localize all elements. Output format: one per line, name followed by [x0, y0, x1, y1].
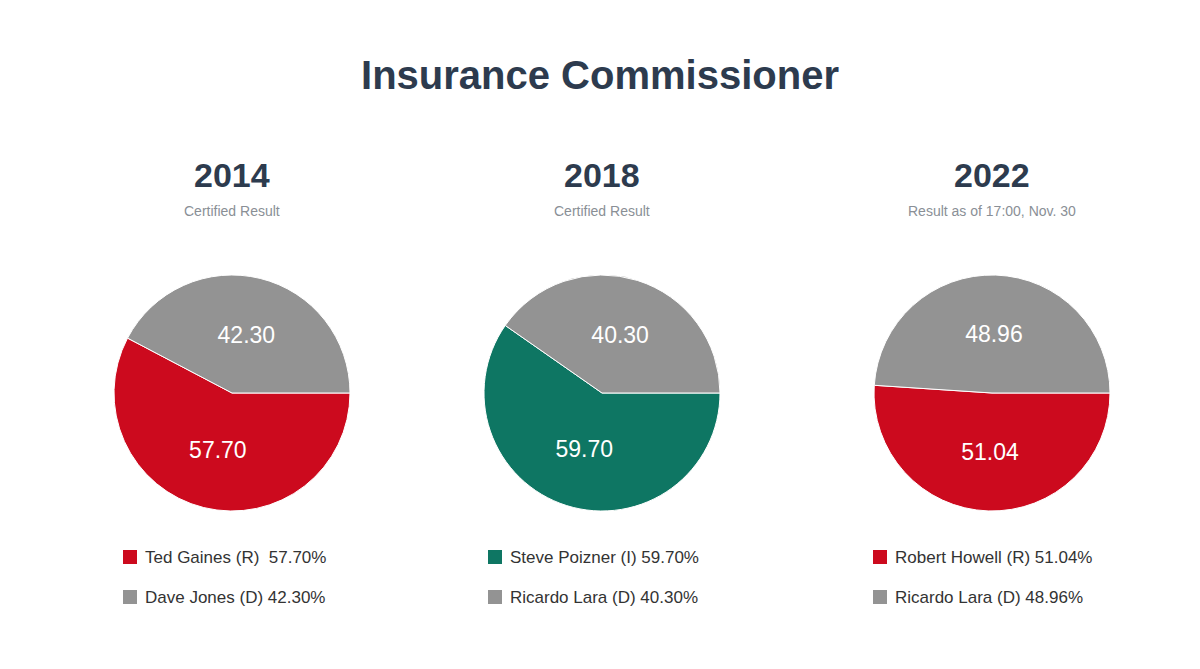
svg-text:Dave Jones (D) 42.30%: Dave Jones (D) 42.30% [145, 588, 325, 607]
svg-text:Certified Result: Certified Result [554, 203, 650, 219]
svg-text:Certified Result: Certified Result [184, 203, 280, 219]
svg-text:57.70: 57.70 [189, 437, 247, 463]
svg-text:Insurance Commissioner: Insurance Commissioner [361, 53, 839, 97]
svg-text:51.04: 51.04 [961, 439, 1019, 465]
svg-text:2022: 2022 [954, 156, 1030, 194]
svg-text:2018: 2018 [564, 156, 640, 194]
svg-text:40.30: 40.30 [591, 322, 649, 348]
svg-text:Ricardo Lara (D) 40.30%: Ricardo Lara (D) 40.30% [510, 588, 698, 607]
svg-text:Steve Poizner (I) 59.70%: Steve Poizner (I) 59.70% [510, 548, 699, 567]
svg-text:Ted Gaines (R) 57.70%: Ted Gaines (R) 57.70% [145, 548, 326, 567]
svg-text:Ricardo Lara (D) 48.96%: Ricardo Lara (D) 48.96% [895, 588, 1083, 607]
svg-text:42.30: 42.30 [218, 322, 276, 348]
svg-text:Robert Howell (R) 51.04%: Robert Howell (R) 51.04% [895, 548, 1092, 567]
svg-text:48.96: 48.96 [965, 321, 1023, 347]
svg-text:59.70: 59.70 [556, 436, 614, 462]
svg-text:Result as of 17:00, Nov. 30: Result as of 17:00, Nov. 30 [908, 203, 1076, 219]
svg-text:2014: 2014 [194, 156, 270, 194]
